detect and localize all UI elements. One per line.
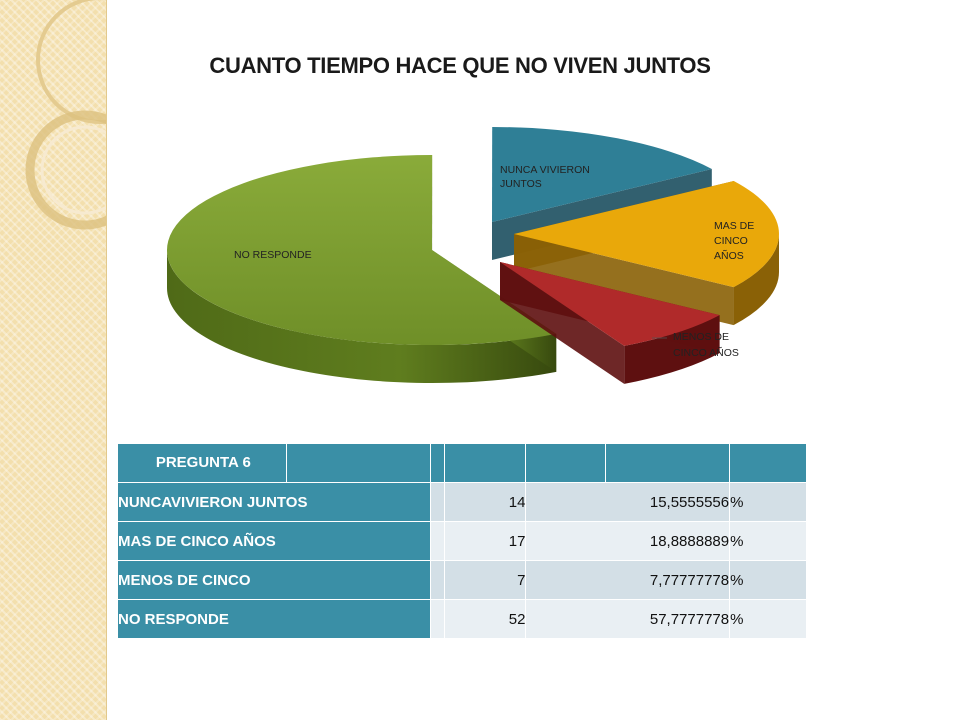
row-unit: % <box>729 599 807 639</box>
row-percent: 15,5555556 <box>525 482 731 522</box>
table-row: NO RESPONDE 52 57,7777778 % <box>117 599 807 639</box>
row-count: 14 <box>443 482 527 522</box>
pie-chart: NUNCA VIVIERON JUNTOS MAS DE CINCO AÑOS MEN… <box>166 127 780 384</box>
table-header-row: PREGUNTA 6 <box>117 443 807 483</box>
slice-label-no-responde: NO RESPONDE <box>234 249 312 261</box>
row-unit: % <box>729 560 807 600</box>
table-header-label: PREGUNTA 6 <box>117 443 431 483</box>
decorative-side-band <box>0 0 107 720</box>
slice-no-responde <box>166 155 557 345</box>
row-label: NO RESPONDE <box>117 599 431 639</box>
slice-menos <box>500 262 720 346</box>
row-count: 7 <box>443 560 527 600</box>
row-percent: 18,8888889 <box>525 521 731 561</box>
slice-label-menos: MENOS DE CINCO AÑOS <box>673 331 739 359</box>
data-table: PREGUNTA 6 NUNCAVIVIERON JUNTOS 14 15,55… <box>117 443 807 639</box>
row-percent: 7,77777778 <box>525 560 731 600</box>
slice-nunca <box>492 127 712 222</box>
chart-title: CUANTO TIEMPO HACE QUE NO VIVEN JUNTOS <box>209 53 711 78</box>
row-unit: % <box>729 482 807 522</box>
row-label: MENOS DE CINCO <box>117 560 431 600</box>
row-count: 52 <box>443 599 527 639</box>
row-unit: % <box>729 521 807 561</box>
pie-slices <box>166 127 780 384</box>
table-row: NUNCAVIVIERON JUNTOS 14 15,5555556 % <box>117 482 807 522</box>
slice-side-no-responde <box>167 250 557 383</box>
slice-mas <box>514 180 780 288</box>
row-percent: 57,7777778 <box>525 599 731 639</box>
row-label: MAS DE CINCO AÑOS <box>117 521 431 561</box>
slice-label-mas: MAS DE CINCO AÑOS <box>714 220 754 262</box>
slice-face-menos <box>500 262 625 384</box>
table-row: MENOS DE CINCO 7 7,77777778 % <box>117 560 807 600</box>
table-row: MAS DE CINCO AÑOS 17 18,8888889 % <box>117 521 807 561</box>
slice-label-nunca: NUNCA VIVIERON JUNTOS <box>500 164 590 190</box>
row-count: 17 <box>443 521 527 561</box>
row-label: NUNCAVIVIERON JUNTOS <box>117 482 431 522</box>
slice-side-mas <box>733 234 779 326</box>
slice-face-mas <box>514 234 734 326</box>
decorative-rings-icon <box>25 0 106 230</box>
